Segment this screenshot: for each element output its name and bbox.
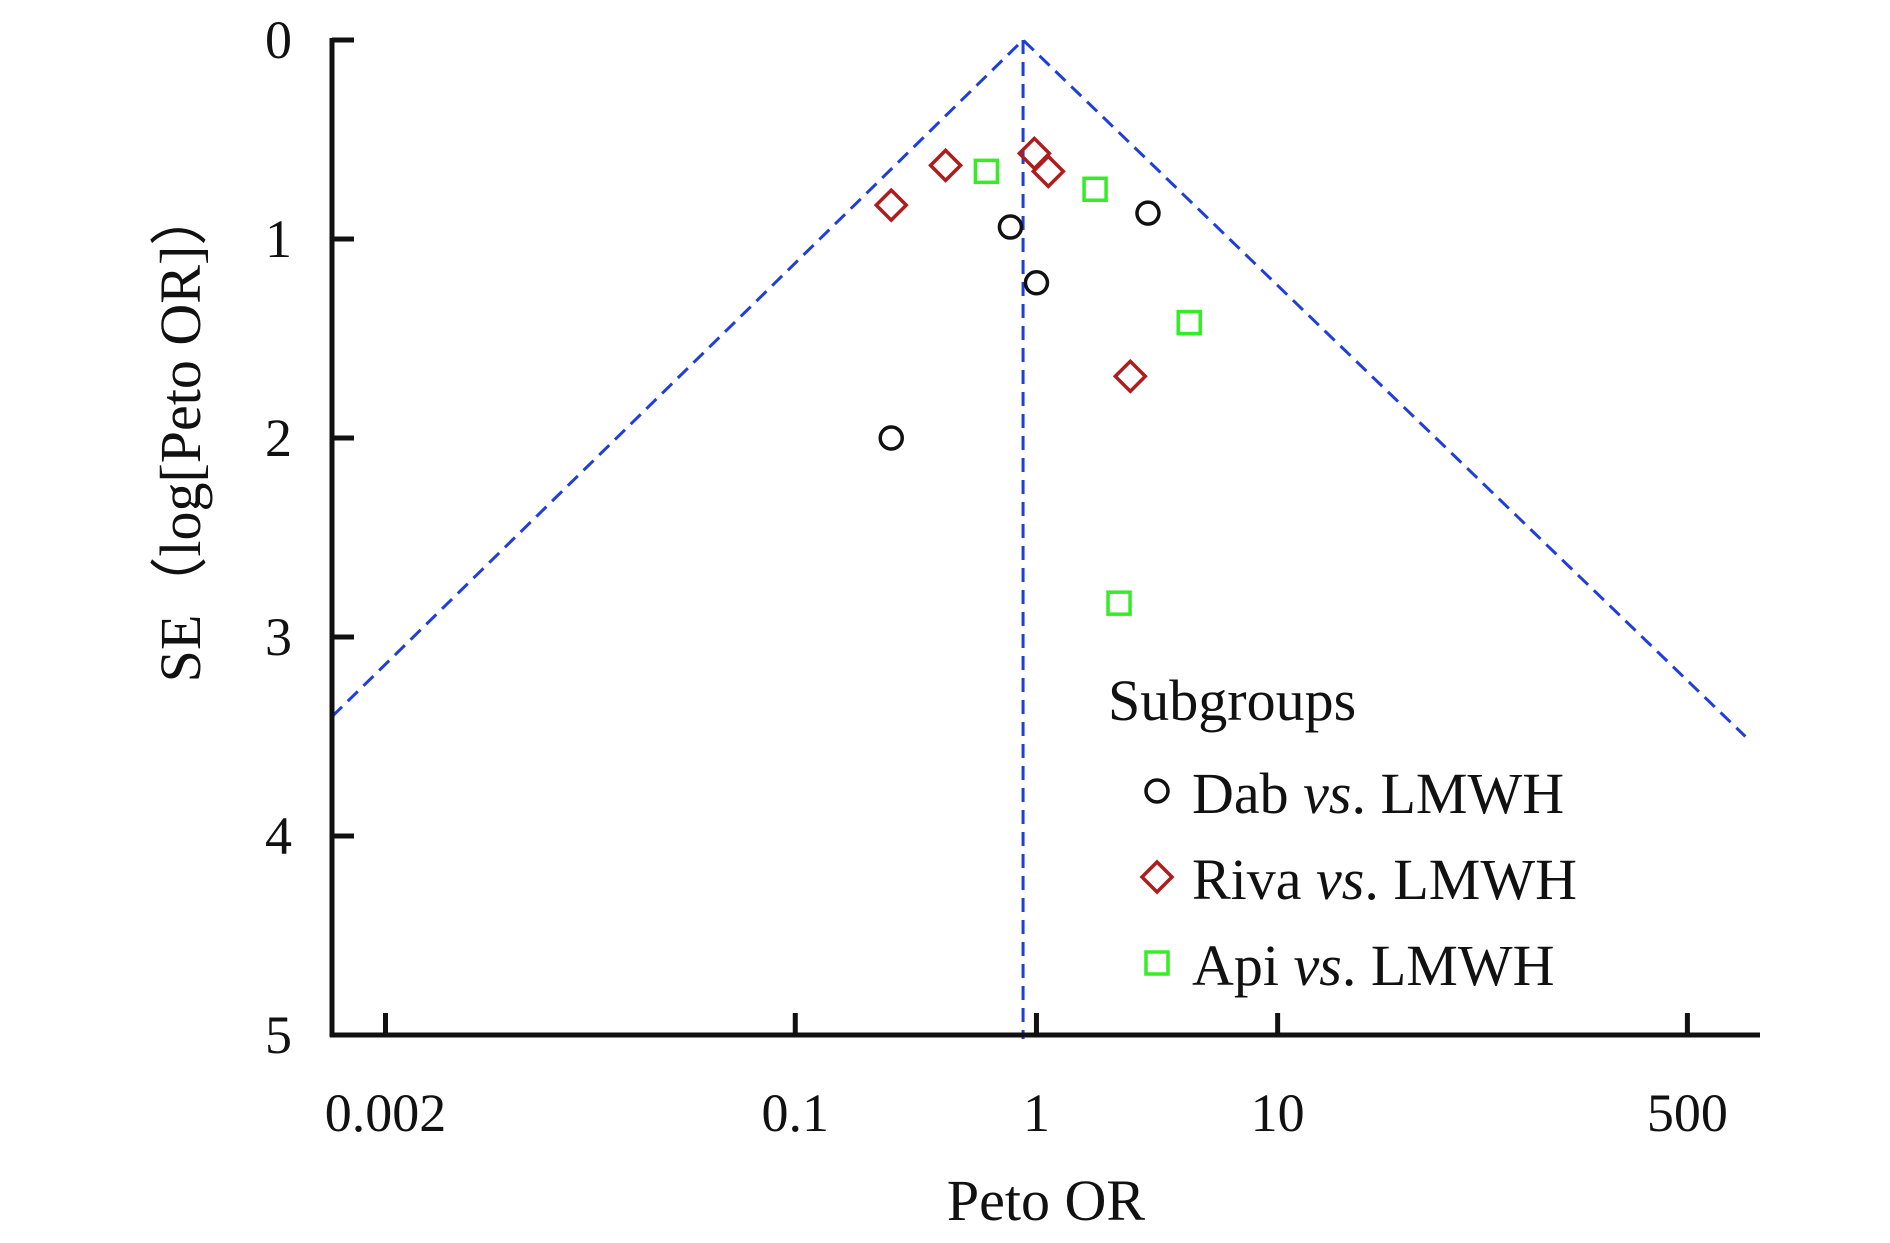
x-tick-label-1: 0.1 — [762, 1083, 830, 1143]
funnel-layer — [330, 37, 1747, 1039]
point-2-1 — [1082, 176, 1108, 202]
y-tick-label-4: 4 — [265, 806, 292, 866]
points-layer — [873, 135, 1202, 616]
legend-marker-0 — [1144, 778, 1170, 804]
point-0-3 — [878, 425, 904, 451]
point-2-0 — [973, 158, 1000, 185]
x-tick-label-3: 10 — [1251, 1083, 1305, 1143]
legend-title: Subgroups — [1108, 668, 1356, 733]
legend-entry-2: Api vs. LMWH — [1192, 933, 1554, 998]
series-2 — [973, 158, 1202, 616]
point-2-3 — [1106, 590, 1132, 616]
point-0-0 — [997, 214, 1024, 240]
series-0 — [878, 200, 1161, 451]
y-tick-label-2: 2 — [265, 408, 292, 468]
legend: Subgroups Dab vs. LMWH Riva vs. LMWH Api vs… — [1108, 668, 1577, 998]
legend-marker-1 — [1139, 859, 1175, 895]
axes-layer: 0 1 2 3 4 5 0.002 0.1 1 10 500 — [265, 10, 1760, 1143]
y-axis-label: SE（log[Peto OR]） — [148, 188, 213, 683]
point-1-0 — [873, 187, 909, 223]
x-tick-label-0: 0.002 — [325, 1083, 447, 1143]
point-1-3 — [1030, 153, 1066, 189]
y-tick-label-0: 0 — [265, 10, 292, 70]
point-2-2 — [1176, 309, 1202, 336]
point-1-1 — [928, 147, 964, 183]
series-1 — [873, 135, 1148, 394]
y-tick-label-1: 1 — [265, 209, 292, 269]
point-1-4 — [1112, 358, 1148, 394]
x-axis-label: Peto OR — [947, 1168, 1146, 1233]
x-tick-label-2: 1 — [1023, 1083, 1050, 1143]
y-tick-label-5: 5 — [265, 1005, 292, 1065]
legend-entry-0: Dab vs. LMWH — [1192, 761, 1564, 826]
funnel-limit-lines — [330, 37, 1747, 738]
point-0-1 — [1023, 270, 1050, 296]
y-tick-label-3: 3 — [265, 607, 292, 667]
x-tick-label-4: 500 — [1647, 1083, 1728, 1143]
legend-marker-2 — [1144, 950, 1170, 976]
point-0-2 — [1135, 200, 1161, 226]
legend-entry-1: Riva vs. LMWH — [1192, 847, 1577, 912]
